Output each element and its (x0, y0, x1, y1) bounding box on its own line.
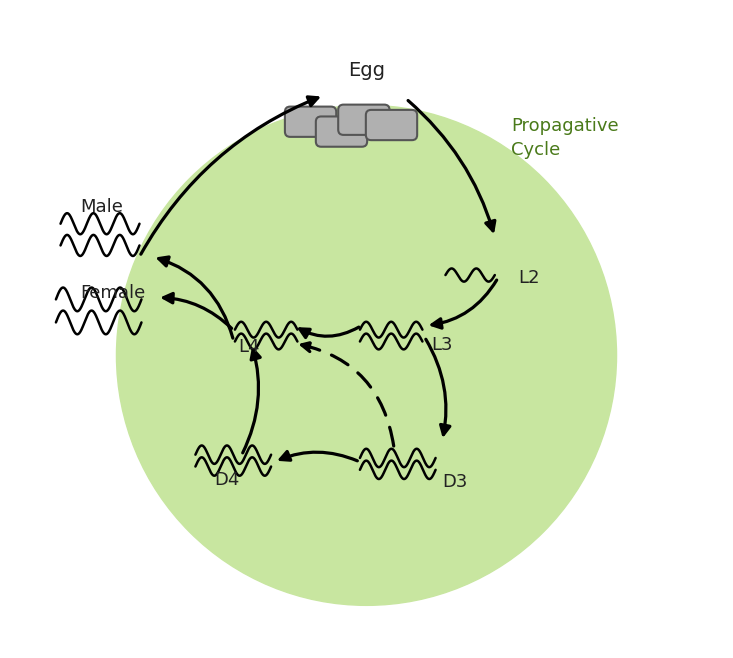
Text: L2: L2 (517, 268, 539, 287)
FancyArrowPatch shape (163, 293, 232, 328)
Text: L4: L4 (238, 338, 259, 357)
FancyBboxPatch shape (285, 107, 336, 137)
Text: Egg: Egg (348, 61, 385, 80)
Text: Female: Female (81, 284, 146, 302)
FancyArrowPatch shape (159, 257, 233, 338)
FancyBboxPatch shape (316, 116, 367, 147)
FancyArrowPatch shape (302, 342, 394, 446)
Text: Male: Male (81, 198, 123, 216)
FancyArrowPatch shape (141, 97, 318, 254)
FancyArrowPatch shape (280, 451, 358, 461)
Circle shape (117, 105, 616, 605)
Text: Propagative
Cycle: Propagative Cycle (511, 117, 619, 159)
FancyArrowPatch shape (243, 349, 260, 453)
FancyArrowPatch shape (300, 327, 359, 338)
FancyBboxPatch shape (366, 110, 417, 140)
Text: L3: L3 (431, 336, 452, 355)
FancyBboxPatch shape (338, 105, 389, 135)
Text: D4: D4 (214, 471, 239, 490)
FancyArrowPatch shape (426, 340, 450, 435)
FancyArrowPatch shape (432, 280, 497, 328)
Text: D3: D3 (442, 472, 468, 491)
FancyArrowPatch shape (408, 101, 495, 231)
